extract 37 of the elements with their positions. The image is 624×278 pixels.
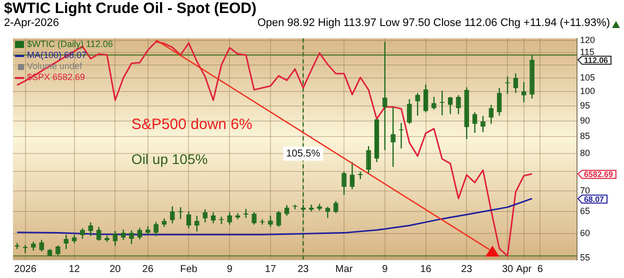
x-tick-label: 12 bbox=[68, 264, 80, 275]
x-tick-label: 16 bbox=[420, 264, 432, 275]
annotation: Oil up 105% bbox=[131, 151, 208, 168]
text: 68.07 bbox=[584, 194, 605, 204]
x-tick-label: 2026 bbox=[14, 264, 37, 275]
annotation: 105.5% bbox=[286, 148, 320, 160]
y-tick-label: 55 bbox=[580, 252, 590, 262]
x-tick-label: Feb bbox=[180, 264, 198, 275]
y-tick-label: 120 bbox=[580, 35, 596, 46]
x-tick-label: Apr bbox=[516, 264, 532, 275]
y-tick-label: 80 bbox=[580, 148, 590, 158]
x-tick-label: 20 bbox=[110, 264, 122, 275]
text: 6582.69 bbox=[584, 170, 614, 180]
y-tick-label: 100 bbox=[580, 86, 596, 96]
annotation: S&P500 down 6% bbox=[131, 116, 252, 133]
x-tick-label: 6 bbox=[537, 264, 544, 275]
y-tick-label: 65 bbox=[580, 206, 590, 216]
y-tick-label: 115 bbox=[580, 47, 594, 58]
x-tick-label: 17 bbox=[264, 264, 276, 275]
x-tick-label: 30 bbox=[502, 264, 514, 275]
x-tick-label: 23 bbox=[298, 264, 310, 275]
x-tick-label: 26 bbox=[142, 264, 154, 275]
legend-label: $WTIC (Daily) 112.06 bbox=[27, 39, 113, 50]
x-tick-label: Mar bbox=[335, 264, 354, 275]
chart-subtitle: 2-Apr-2026 bbox=[4, 17, 60, 29]
y-tick-label: 90 bbox=[580, 115, 590, 126]
x-tick-label: 23 bbox=[461, 264, 473, 275]
x-tick-label: 9 bbox=[382, 264, 388, 275]
y-tick-label: 70 bbox=[580, 185, 590, 196]
text: Open 98.92 High 113.97 Low 97.50 Close 112.06 Chg +11.94 (+11.93%) bbox=[257, 17, 610, 29]
y-tick-label: 60 bbox=[580, 228, 590, 238]
y-tick-label: 85 bbox=[580, 131, 590, 142]
y-tick-label: 105 bbox=[580, 72, 596, 82]
chart-title: $WTIC Light Crude Oil - Spot (EOD) bbox=[4, 0, 256, 17]
y-tick-label: 95 bbox=[580, 100, 590, 110]
text: 112.06 bbox=[584, 56, 609, 65]
x-tick-label: 9 bbox=[226, 264, 233, 275]
